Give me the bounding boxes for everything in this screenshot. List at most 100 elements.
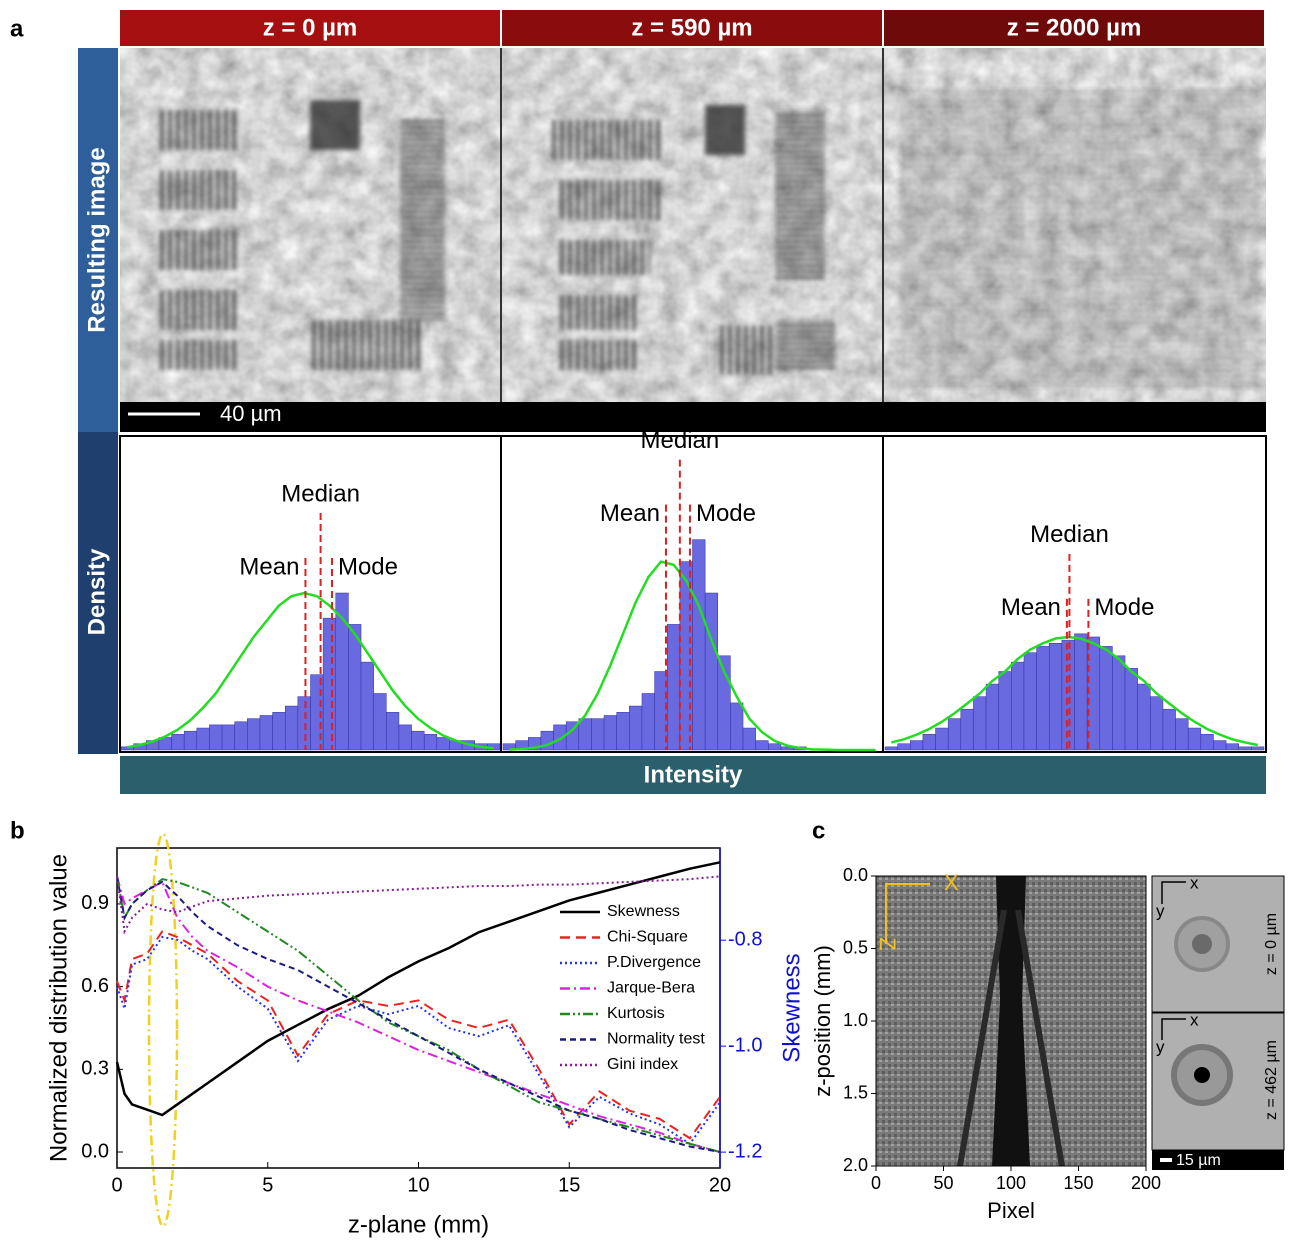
microscope-images [310,100,360,150]
column-title: z = 590 µm [631,14,752,41]
histogram-bar [1251,747,1264,750]
histogram-bar [1176,719,1189,750]
inset-label: z = 0 µm [1263,913,1280,975]
histogram-bar [973,697,986,750]
histogram-bar [222,725,235,750]
image-axis-label: X [944,870,959,895]
x-tick-label: 200 [1131,1173,1161,1193]
histogram-bar [1011,662,1024,750]
histogram-bar [948,719,961,750]
histogram-bar [1075,634,1088,750]
x-axis-label: Intensity [644,761,743,788]
column-title: z = 0 µm [263,14,358,41]
microscope-images [160,340,240,370]
histogram-bar [172,734,185,750]
panel-label: c [812,817,825,844]
histogram-bar [885,747,898,750]
y-tick-label: 1.0 [843,1010,868,1030]
y-tick-label: 0.3 [81,1058,109,1080]
microscope-images [560,180,660,220]
histogram-bar [898,744,911,750]
histogram-bar [1150,697,1163,750]
histogram-bar [374,693,387,750]
stat-label: Mode [1094,594,1154,621]
legend-label: Skewness [607,903,680,920]
row-label: Density [83,548,110,635]
inset-axis-label: y [1156,901,1165,920]
histogram-bar [1188,728,1201,750]
histogram-bar [247,719,260,750]
microscope-images [715,325,775,375]
x-tick-label: 10 [407,1174,429,1196]
x-axis-label: Pixel [987,1198,1035,1223]
x-tick-label: 100 [996,1173,1026,1193]
y2-tick-label: -0.8 [728,928,762,950]
microscope-images [775,110,825,280]
histogram-bar [399,725,412,750]
x-tick-label: 50 [933,1173,953,1193]
inset-axis-label: y [1156,1037,1165,1056]
figure: a b c Resulting image Density 40 µm Inte… [0,0,1290,1244]
microscope-images [160,290,240,330]
histogram-bar [386,712,399,750]
histogram-bar [273,712,286,750]
x-tick-label: 5 [262,1174,273,1196]
histogram-bar [756,741,769,750]
legend-label: Kurtosis [607,1005,665,1022]
column-title: z = 2000 µm [1007,14,1142,41]
histogram-bar [910,741,923,750]
inset-images [1194,1067,1210,1083]
histogram-bar [298,697,311,750]
stat-label: Median [281,480,360,507]
histogram-bar [1213,741,1226,750]
stat-label: Mean [1001,594,1061,621]
histogram-bar [1201,734,1214,750]
y-axis-label: z-position (mm) [810,945,835,1097]
histogram-bar [743,728,756,750]
histogram-bar [936,728,949,750]
inset-label: z = 462 µm [1263,1040,1280,1120]
histogram-bar [1100,646,1113,750]
inset-axis-label: x [1190,1010,1199,1029]
x-tick-label: 150 [1063,1173,1093,1193]
histogram-bar [1226,744,1239,750]
microscope-images [160,170,240,210]
histogram-bar [209,725,222,750]
y-tick-label: 2.0 [843,1155,868,1175]
microscope-images [500,48,502,402]
stat-label: Median [1030,521,1109,548]
scale-bar-label: 15 µm [1176,1152,1221,1169]
histogram-bar [604,715,617,750]
histogram-bar [184,731,197,750]
x-tick-label: 15 [558,1174,580,1196]
histogram-bar [1024,653,1037,750]
microscope-images [560,240,650,275]
microscope-images [560,295,640,330]
y2-tick-label: -1.0 [728,1034,762,1056]
legend-label: Jarque-Bera [607,980,695,997]
image-axis-label: Z [875,937,900,950]
inset-images [1192,934,1212,954]
y-tick-label: 1.5 [843,1082,868,1102]
stat-label: Mean [600,500,660,527]
row-label: Resulting image [83,147,110,332]
histogram-bar [579,719,592,750]
x-axis-label: z-plane (mm) [348,1211,489,1238]
histogram-bar [923,734,936,750]
histogram-bar [1049,643,1062,750]
y2-axis-label: Skewness [778,953,805,1062]
histogram-bar [591,719,604,750]
histogram-bar [1037,646,1050,750]
stat-label: Mode [696,500,756,527]
microscope-images [882,48,884,402]
legend-label: Chi-Square [607,929,688,946]
histogram-bar [1138,684,1151,750]
histogram-bar [1239,747,1252,750]
histogram-bar [629,706,642,750]
y2-tick-label: -1.2 [728,1140,762,1162]
histogram-bar [768,744,781,750]
microscope-images [120,48,1266,432]
x-tick-label: 0 [111,1174,122,1196]
x-tick-label: 0 [871,1173,881,1193]
histogram-bar [361,662,374,750]
